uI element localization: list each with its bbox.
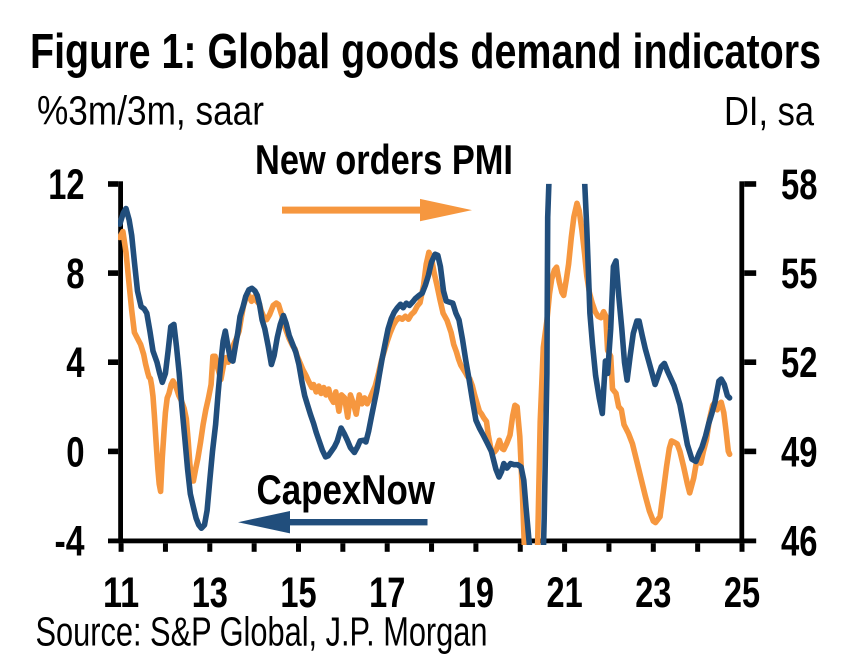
svg-text:DI, sa: DI, sa [724, 88, 814, 134]
svg-text:46: 46 [781, 518, 818, 566]
svg-text:19: 19 [458, 569, 494, 617]
svg-text:17: 17 [369, 569, 405, 617]
svg-text:Source: S&P Global, J.P. Morga: Source: S&P Global, J.P. Morgan [36, 609, 488, 655]
svg-text:49: 49 [781, 428, 818, 476]
svg-text:58: 58 [781, 161, 818, 209]
svg-text:New orders PMI: New orders PMI [255, 136, 513, 183]
svg-text:25: 25 [724, 569, 760, 617]
svg-text:%3m/3m, saar: %3m/3m, saar [37, 88, 264, 134]
svg-text:4: 4 [66, 339, 84, 387]
svg-text:55: 55 [781, 250, 818, 298]
svg-text:12: 12 [48, 161, 84, 209]
svg-text:CapexNow: CapexNow [257, 466, 436, 513]
svg-text:15: 15 [280, 569, 316, 617]
svg-text:52: 52 [781, 339, 818, 387]
svg-text:Figure 1: Global goods demand: Figure 1: Global goods demand indicators [30, 25, 821, 79]
svg-text:-4: -4 [55, 518, 85, 566]
svg-text:11: 11 [103, 569, 139, 617]
svg-text:0: 0 [66, 428, 84, 476]
svg-text:23: 23 [635, 569, 671, 617]
svg-text:13: 13 [192, 569, 228, 617]
svg-text:21: 21 [547, 569, 583, 617]
svg-text:8: 8 [66, 250, 84, 298]
